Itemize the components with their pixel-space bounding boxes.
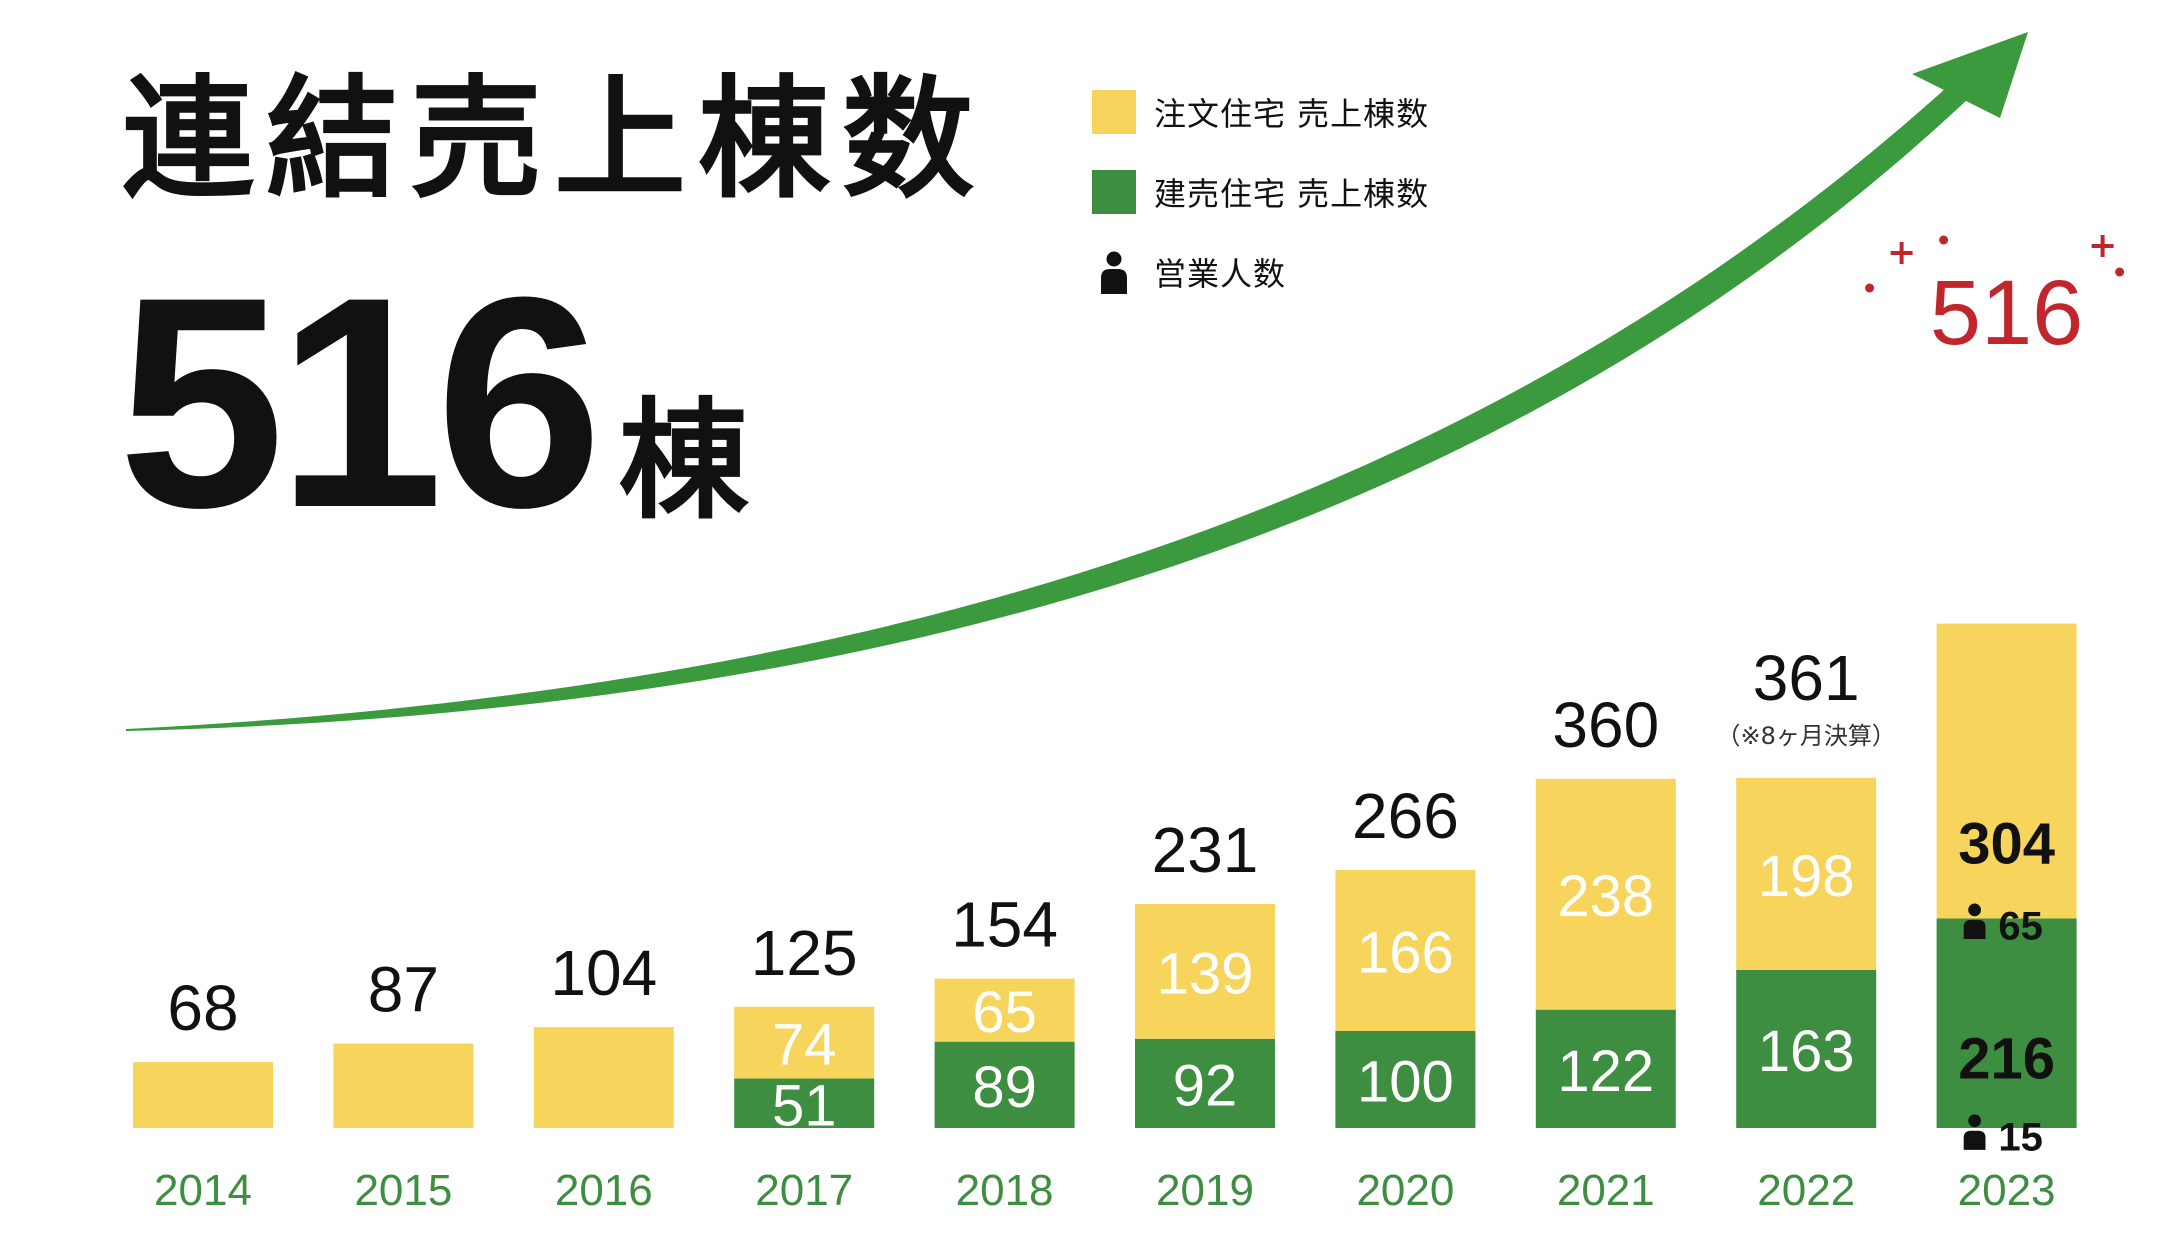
total-label: 87 [368, 954, 439, 1026]
legend-label-spec: 建売住宅 売上棟数 [1154, 175, 1430, 213]
annotation-note: （※8ヶ月決算） [1717, 722, 1896, 750]
x-tick-label: 2018 [956, 1166, 1054, 1215]
legend-label-staff: 営業人数 [1154, 255, 1287, 293]
bar-spec [1936, 918, 2077, 1128]
bar-spec [1535, 1009, 1676, 1128]
bar-custom [1335, 869, 1476, 1031]
data-label-custom: 166 [1357, 920, 1454, 985]
person-icon [1092, 248, 1136, 296]
x-tick-label: 2014 [154, 1166, 252, 1215]
headline-unit: 棟 [618, 385, 749, 537]
trend-arrow-body [126, 68, 1986, 731]
data-label-spec: 163 [1758, 1019, 1855, 1084]
total-label: 516 [1930, 262, 2084, 364]
headline-number: 516 [118, 234, 603, 570]
total-label: 266 [1352, 780, 1459, 852]
data-label-custom: 139 [1157, 941, 1254, 1006]
staff-person-icon [1963, 1114, 1986, 1150]
x-tick-label: 2016 [555, 1166, 653, 1215]
bar-custom [133, 1062, 273, 1128]
data-label-spec: 216 [1958, 1026, 2055, 1091]
sparkle-dot [2115, 267, 2125, 277]
chart-title: 連結売上棟数 [122, 63, 986, 217]
data-label-spec: 89 [972, 1055, 1037, 1120]
bar-spec [934, 1041, 1075, 1128]
x-tick-label: 2020 [1356, 1166, 1454, 1215]
legend-item-custom: 注文住宅 売上棟数 [1092, 88, 1429, 136]
bar-spec [1736, 969, 1877, 1128]
bar-custom [333, 1043, 474, 1128]
trend-arrow-head [1912, 32, 2028, 118]
bar-spec [1335, 1031, 1476, 1128]
staff-count-label: 15 [1998, 1115, 2043, 1159]
legend-label-custom: 注文住宅 売上棟数 [1154, 95, 1430, 133]
staff-person-icon [1963, 903, 1986, 939]
x-tick-label: 2017 [755, 1166, 853, 1215]
bar-custom [1736, 777, 1877, 970]
data-label-custom: 198 [1758, 844, 1855, 909]
x-tick-label: 2019 [1156, 1166, 1254, 1215]
headline-total: 516 棟 [118, 252, 749, 552]
x-tick-label: 2022 [1757, 1166, 1855, 1215]
bar-custom [934, 978, 1075, 1042]
sparkle-plus-left [1890, 242, 1913, 264]
data-label-custom: 65 [972, 980, 1037, 1045]
total-label: 154 [951, 889, 1058, 961]
data-label-spec: 122 [1557, 1039, 1654, 1104]
legend-swatch-spec [1092, 170, 1136, 214]
total-label: 104 [550, 937, 657, 1009]
bar-custom [734, 1006, 875, 1079]
total-label: 68 [167, 972, 238, 1044]
legend: 注文住宅 売上棟数 建売住宅 売上棟数 営業人数 [1092, 88, 1429, 328]
data-label-spec: 100 [1357, 1050, 1454, 1115]
bar-spec [734, 1078, 875, 1128]
data-label-custom: 74 [772, 1013, 837, 1078]
x-tick-label: 2021 [1557, 1166, 1655, 1215]
x-tick-label: 2015 [354, 1166, 452, 1215]
sparkle-plus-right [2091, 235, 2114, 257]
data-label-spec: 92 [1173, 1053, 1238, 1118]
bar-custom [1135, 903, 1275, 1039]
legend-item-staff: 営業人数 [1092, 248, 1429, 296]
x-tick-label: 2023 [1958, 1166, 2056, 1215]
total-label: 361 [1753, 642, 1860, 714]
total-label: 231 [1152, 814, 1259, 886]
staff-count-label: 65 [1998, 905, 2043, 949]
total-label: 125 [751, 917, 858, 989]
data-label-custom: 238 [1557, 864, 1654, 929]
data-label-spec: 51 [772, 1073, 837, 1138]
sparkle-dot [1865, 283, 1875, 293]
bar-custom [1535, 778, 1676, 1010]
data-label-custom: 304 [1958, 812, 2055, 877]
bar-custom [533, 1027, 674, 1128]
legend-swatch-custom [1092, 90, 1136, 134]
bar-spec [1135, 1038, 1275, 1128]
legend-item-spec: 建売住宅 売上棟数 [1092, 168, 1429, 216]
bar-custom [1936, 623, 2077, 919]
sparkle-dot [1939, 235, 1949, 245]
total-label: 360 [1552, 689, 1659, 761]
